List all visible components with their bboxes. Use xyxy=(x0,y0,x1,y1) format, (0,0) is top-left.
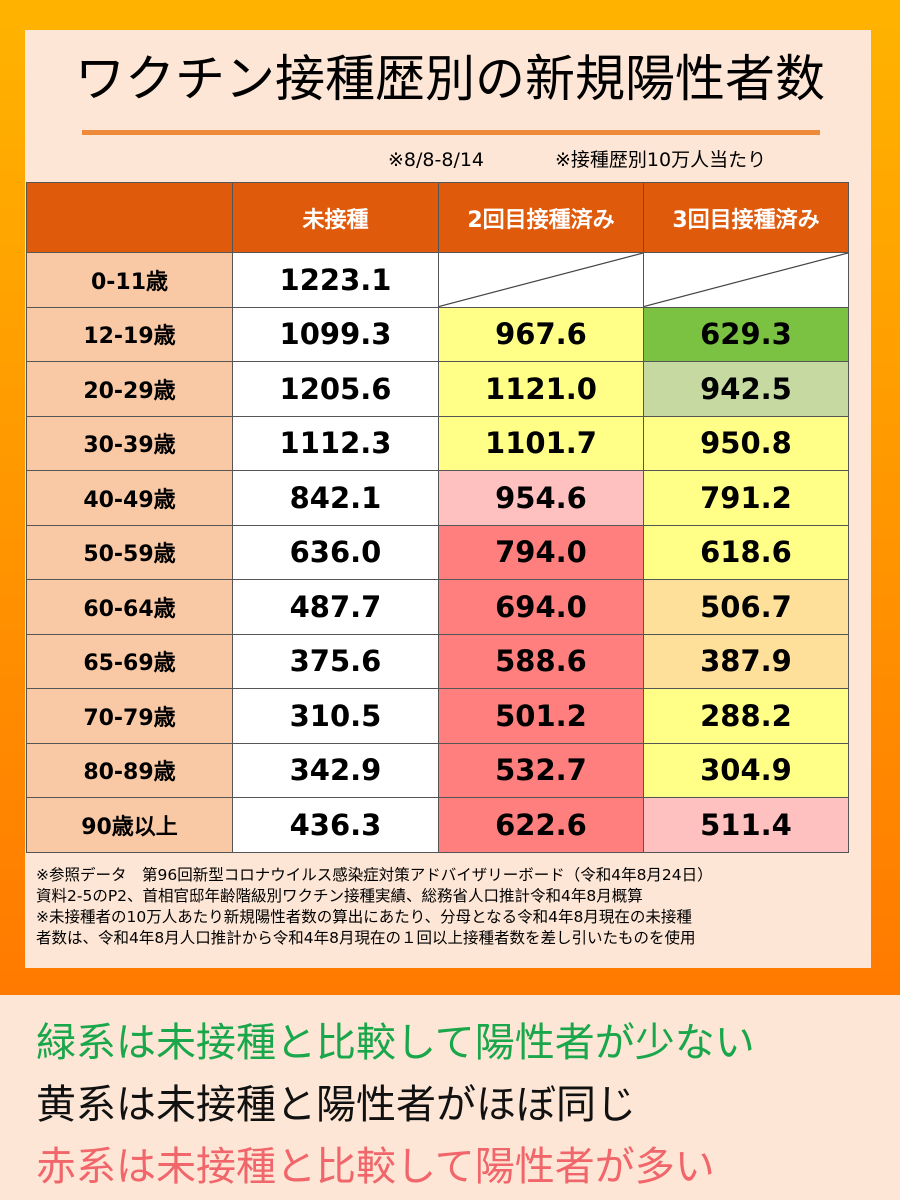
dose2-value-cell: 967.6 xyxy=(438,306,644,362)
age-group-cell: 12-19歳 xyxy=(26,306,233,362)
dose3-value-cell: 387.9 xyxy=(643,633,849,689)
unvaccinated-value-cell: 342.9 xyxy=(232,742,439,798)
age-group-cell: 50-59歳 xyxy=(26,524,233,580)
diagonal-slash xyxy=(644,253,848,307)
not-applicable-cell xyxy=(643,252,849,308)
age-group-cell: 40-49歳 xyxy=(26,470,233,526)
table-header-row: 未接種 2回目接種済み 3回目接種済み xyxy=(26,182,849,253)
unvaccinated-value-cell: 436.3 xyxy=(232,797,439,853)
age-group-cell: 0-11歳 xyxy=(26,252,233,308)
age-group-cell: 60-64歳 xyxy=(26,579,233,635)
dose2-value-cell: 622.6 xyxy=(438,797,644,853)
age-group-cell: 90歳以上 xyxy=(26,797,233,853)
page-title: ワクチン接種歴別の新規陽性者数 xyxy=(75,50,825,108)
table-row: 0-11歳 1223.1 xyxy=(26,252,849,308)
basis-note: ※接種歴別10万人当たり xyxy=(555,149,767,171)
dose2-value-cell: 588.6 xyxy=(438,633,644,689)
table-row: 90歳以上 436.3 622.6 511.4 xyxy=(26,797,849,853)
table-row: 40-49歳 842.1 954.6 791.2 xyxy=(26,470,849,526)
unvaccinated-value-cell: 487.7 xyxy=(232,579,439,635)
legend-red-text: 赤系は未接種と比較して陽性者が多い xyxy=(36,1144,715,1190)
dose2-value-cell: 794.0 xyxy=(438,524,644,580)
dose3-value-cell: 618.6 xyxy=(643,524,849,580)
table-row: 65-69歳 375.6 588.6 387.9 xyxy=(26,633,849,689)
table-row: 80-89歳 342.9 532.7 304.9 xyxy=(26,742,849,798)
unvaccinated-value-cell: 310.5 xyxy=(232,688,439,744)
footnote-line: 者数は、令和4年8月人口推計から令和4年8月現在の１回以上接種者数を差し引いたも… xyxy=(36,929,696,947)
dose3-value-cell: 506.7 xyxy=(643,579,849,635)
dose3-value-cell: 511.4 xyxy=(643,797,849,853)
column-header-unvaccinated: 未接種 xyxy=(232,182,439,253)
table-body: 0-11歳 1223.1 12-19歳 1099.3 967.6 629.3 20-29歳 1… xyxy=(26,252,849,853)
dose2-value-cell: 954.6 xyxy=(438,470,644,526)
not-applicable-cell xyxy=(438,252,644,308)
footnotes: ※参照データ 第96回新型コロナウイルス感染症対策アドバイザリーボード（令和4年… xyxy=(36,865,866,949)
unvaccinated-value-cell: 1205.6 xyxy=(232,361,439,417)
unvaccinated-value-cell: 375.6 xyxy=(232,633,439,689)
table-row: 60-64歳 487.7 694.0 506.7 xyxy=(26,579,849,635)
dose3-value-cell: 288.2 xyxy=(643,688,849,744)
column-header-dose3: 3回目接種済み xyxy=(643,182,849,253)
unvaccinated-value-cell: 1223.1 xyxy=(232,252,439,308)
age-group-cell: 80-89歳 xyxy=(26,742,233,798)
dose2-value-cell: 1101.7 xyxy=(438,415,644,471)
dose2-value-cell: 532.7 xyxy=(438,742,644,798)
legend-yellow-text: 黄系は未接種と陽性者がほぼ同じ xyxy=(36,1082,636,1128)
table-row: 30-39歳 1112.3 1101.7 950.8 xyxy=(26,415,849,471)
table-row: 20-29歳 1205.6 1121.0 942.5 xyxy=(26,361,849,417)
age-group-cell: 30-39歳 xyxy=(26,415,233,471)
header-corner-cell xyxy=(26,182,233,253)
period-note: ※8/8-8/14 xyxy=(388,149,485,171)
table-row: 50-59歳 636.0 794.0 618.6 xyxy=(26,524,849,580)
dose3-value-cell: 942.5 xyxy=(643,361,849,417)
column-header-dose2: 2回目接種済み xyxy=(438,182,644,253)
unvaccinated-value-cell: 842.1 xyxy=(232,470,439,526)
dose3-value-cell: 791.2 xyxy=(643,470,849,526)
dose3-value-cell: 304.9 xyxy=(643,742,849,798)
age-group-cell: 65-69歳 xyxy=(26,633,233,689)
dose2-value-cell: 694.0 xyxy=(438,579,644,635)
unvaccinated-value-cell: 1112.3 xyxy=(232,415,439,471)
footnote-line: 資料2-5のP2、首相官邸年齢階級別ワクチン接種実績、総務省人口推計令和4年8月… xyxy=(36,887,643,905)
footnote-line: ※未接種者の10万人あたり新規陽性者数の算出にあたり、分母となる令和4年8月現在… xyxy=(36,908,692,926)
dose2-value-cell: 501.2 xyxy=(438,688,644,744)
table-row: 70-79歳 310.5 501.2 288.2 xyxy=(26,688,849,744)
dose2-value-cell: 1121.0 xyxy=(438,361,644,417)
dose3-value-cell: 629.3 xyxy=(643,306,849,362)
title-underline xyxy=(82,130,820,135)
dose3-value-cell: 950.8 xyxy=(643,415,849,471)
diagonal-slash xyxy=(439,253,643,307)
unvaccinated-value-cell: 1099.3 xyxy=(232,306,439,362)
table-row: 12-19歳 1099.3 967.6 629.3 xyxy=(26,306,849,362)
unvaccinated-value-cell: 636.0 xyxy=(232,524,439,580)
age-group-cell: 20-29歳 xyxy=(26,361,233,417)
age-group-cell: 70-79歳 xyxy=(26,688,233,744)
footnote-line: ※参照データ 第96回新型コロナウイルス感染症対策アドバイザリーボード（令和4年… xyxy=(36,866,713,884)
positive-cases-table: 未接種 2回目接種済み 3回目接種済み 0-11歳 1223.1 12-19歳 109… xyxy=(26,182,849,853)
legend-green-text: 緑系は未接種と比較して陽性者が少ない xyxy=(36,1020,755,1066)
